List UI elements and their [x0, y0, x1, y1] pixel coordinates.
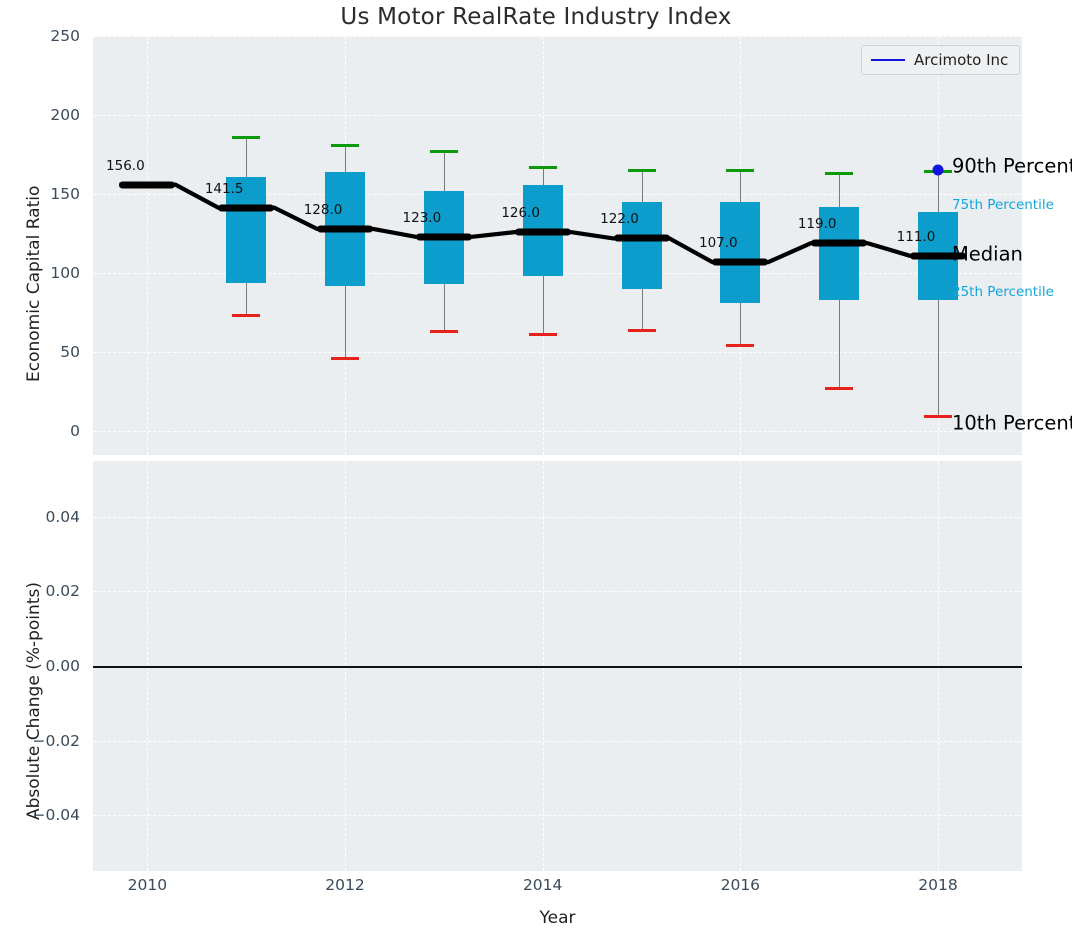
- y-tick-label: 0.00: [45, 657, 80, 675]
- annotation-median: Median: [951, 242, 1023, 266]
- median-marker: [119, 181, 176, 189]
- legend-line-icon: [871, 59, 905, 61]
- legend-label-arcimoto-inc: Arcimoto Inc: [914, 51, 1009, 69]
- median-marker: [415, 233, 472, 241]
- page-title: Us Motor RealRate Industry Index: [340, 4, 732, 30]
- median-value-label: 156.0: [106, 157, 145, 174]
- gridline-horizontal: [93, 431, 1022, 433]
- x-tick-label: 2010: [127, 876, 168, 894]
- whisker-cap-low: [429, 330, 458, 334]
- whisker-cap-high: [726, 168, 755, 172]
- median-value-label: 119.0: [797, 216, 837, 233]
- median-value-label: 107.0: [699, 235, 738, 252]
- legend: Arcimoto Inc: [861, 45, 1021, 75]
- x-tick-label: 2016: [720, 876, 761, 894]
- gridline-horizontal: [93, 815, 1022, 817]
- annotation-75th-percentile: 75th Percentile: [951, 197, 1054, 214]
- median-value-label: 111.0: [896, 228, 936, 245]
- y-tick-label: 0.04: [45, 507, 80, 526]
- whisker-cap-high: [232, 135, 261, 139]
- box-iqr: [226, 176, 267, 283]
- median-value-label: 126.0: [501, 205, 540, 222]
- y-tick-label: 150: [50, 185, 80, 204]
- y-tick-label: 100: [50, 264, 80, 283]
- zero-reference-line: [93, 666, 1022, 668]
- median-marker: [811, 239, 868, 247]
- whisker-cap-high: [331, 143, 360, 147]
- gridline-horizontal: [93, 36, 1022, 37]
- y-tick-label: 50: [60, 343, 80, 362]
- whisker-cap-low: [528, 333, 557, 337]
- gridline-horizontal: [93, 115, 1022, 117]
- gridline-horizontal: [93, 740, 1022, 742]
- y-tick-label: 0.02: [45, 582, 80, 601]
- whisker-cap-low: [825, 387, 854, 390]
- box-iqr: [621, 202, 662, 289]
- median-marker: [514, 228, 571, 236]
- median-value-label: 128.0: [303, 201, 343, 218]
- whisker-cap-high: [528, 165, 557, 169]
- y-tick-label: −0.04: [32, 806, 81, 825]
- company-data-point: [932, 164, 944, 176]
- y-tick-label: −0.02: [32, 731, 81, 750]
- annotation-25th-percentile: 25th Percentile: [951, 284, 1054, 301]
- y-tick-label: 0: [70, 422, 80, 441]
- box-iqr: [819, 206, 860, 301]
- gridline-horizontal: [93, 591, 1022, 593]
- x-axis-label: Year: [539, 908, 576, 928]
- annotation-90th-percentile: 90th Percentile: [951, 154, 1072, 178]
- median-marker: [218, 204, 275, 212]
- annotation-10th-percentile: 10th Percentile: [951, 411, 1072, 435]
- y-tick-label: 200: [50, 106, 80, 125]
- median-marker: [712, 258, 769, 266]
- box-iqr: [720, 202, 761, 304]
- whisker-cap-low: [232, 314, 261, 318]
- y-tick-label: 250: [50, 27, 80, 45]
- x-tick-label: 2014: [522, 876, 563, 894]
- x-tick-label: 2018: [918, 876, 958, 894]
- whisker-cap-low: [331, 356, 360, 360]
- x-tick-label: 2012: [325, 876, 365, 894]
- whisker-cap-high: [627, 168, 656, 172]
- median-value-label: 122.0: [600, 211, 639, 228]
- median-value-label: 123.0: [402, 209, 442, 226]
- whisker-cap-low: [923, 415, 952, 419]
- median-marker: [909, 252, 966, 260]
- gridline-horizontal: [93, 352, 1022, 354]
- whisker-cap-high: [429, 149, 458, 153]
- median-marker: [613, 234, 670, 242]
- y-axis-label-bottom: Absolute Change (%-points): [24, 582, 44, 820]
- gridline-horizontal: [93, 516, 1022, 518]
- median-value-label: 141.5: [204, 180, 244, 197]
- gridline-vertical: [147, 36, 149, 455]
- whisker-cap-low: [627, 328, 656, 332]
- median-marker: [317, 225, 374, 233]
- whisker-cap-high: [825, 171, 854, 175]
- whisker-cap-low: [726, 344, 755, 348]
